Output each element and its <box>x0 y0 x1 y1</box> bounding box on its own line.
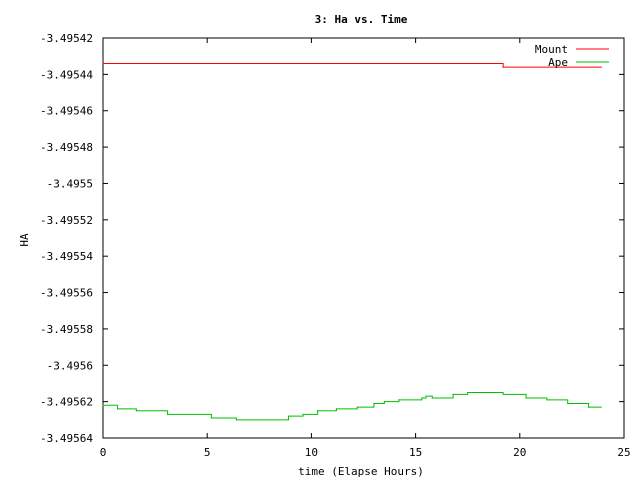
y-tick-label: -3.49564 <box>40 432 93 445</box>
data-point-mount <box>102 62 104 65</box>
y-tick-label: -3.49556 <box>40 287 93 300</box>
data-point-ape <box>567 402 569 405</box>
y-ticks: -3.49542 -3.49544 -3.49546 -3.49548 -3.4955 -… <box>40 32 624 445</box>
x-axis-label: time (Elapse Hours) <box>298 465 424 478</box>
data-point-ape <box>302 413 304 415</box>
series-group <box>102 62 602 421</box>
y-tick-label: -3.49546 <box>40 105 93 118</box>
y-axis-label: HA <box>18 233 31 247</box>
x-tick-label: 10 <box>305 446 318 459</box>
y-tick-label: -3.49544 <box>40 68 93 81</box>
data-point-ape <box>502 393 504 395</box>
y-tick-label: -3.49558 <box>40 323 93 336</box>
data-point-ape <box>546 399 548 401</box>
data-point-ape <box>287 415 290 417</box>
data-point-ape <box>335 408 338 410</box>
y-tick-label: -3.49554 <box>40 250 93 263</box>
x-tick-label: 15 <box>409 446 422 459</box>
y-tick-label: -3.49562 <box>40 396 93 409</box>
data-point-ape <box>356 406 358 408</box>
data-point-ape <box>425 395 427 397</box>
data-point-mount <box>502 66 504 68</box>
data-point-ape <box>398 399 400 401</box>
data-point-ape <box>135 410 137 412</box>
data-point-mount <box>600 66 602 68</box>
plot-frame <box>102 37 625 439</box>
y-tick-label: -3.49542 <box>40 32 93 45</box>
legend-label-ape: Ape <box>548 56 568 69</box>
data-point-ape <box>116 408 119 410</box>
data-point-ape <box>167 413 169 415</box>
data-point-ape <box>431 397 433 399</box>
y-tick-label: -3.49548 <box>40 141 93 154</box>
x-tick-label: 0 <box>100 446 107 459</box>
y-tick-label: -3.49552 <box>40 214 93 227</box>
data-point-ape <box>600 406 602 408</box>
x-ticks: 0 5 10 15 20 25 <box>100 38 631 459</box>
data-point-ape <box>235 419 237 421</box>
data-point-ape <box>373 402 375 405</box>
x-tick-label: 25 <box>617 446 630 459</box>
data-point-ape <box>317 410 319 412</box>
data-point-ape <box>421 397 423 399</box>
data-point-ape <box>467 391 469 394</box>
chart-title: 3: Ha vs. Time <box>315 13 408 26</box>
y-tick-label: -3.4955 <box>47 177 93 190</box>
series-line-ape <box>103 392 602 421</box>
data-point-ape <box>383 401 385 403</box>
x-tick-label: 20 <box>513 446 526 459</box>
x-tick-label: 5 <box>204 446 211 459</box>
axes <box>102 37 625 439</box>
data-point-ape <box>525 397 527 399</box>
series-line-mount <box>103 62 602 68</box>
data-point-ape <box>102 404 104 406</box>
data-point-ape <box>210 417 212 419</box>
legend-label-mount: Mount <box>535 43 568 56</box>
data-point-ape <box>587 406 590 408</box>
data-point-ape <box>452 393 454 395</box>
y-tick-label: -3.4956 <box>47 359 93 372</box>
